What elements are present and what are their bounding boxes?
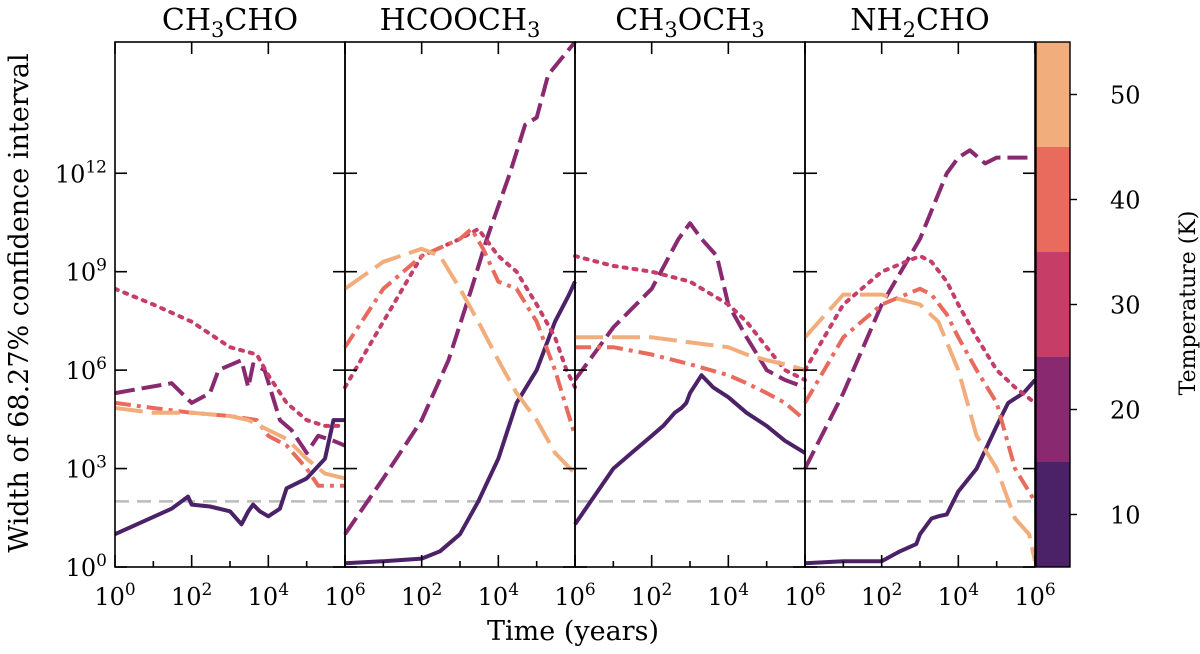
panel-1-ticks	[114, 42, 346, 568]
panel-4: 102 104 106 NH2CHO	[803, 3, 1056, 611]
series-30K-panel-1	[115, 286, 347, 428]
series-20K-panel-3	[573, 221, 806, 390]
x-tick-label: 106	[784, 580, 825, 611]
x-tick-label: 102	[861, 580, 902, 611]
colorbar-band-40K	[1036, 147, 1070, 252]
x-tick-label: 106	[1014, 580, 1055, 611]
colorbar-band-20K	[1036, 357, 1070, 462]
panel-3-ticks	[574, 42, 806, 568]
series-40K-panel-2	[343, 227, 577, 437]
x-tick-label: 104	[708, 580, 749, 611]
series-20K-panel-1	[115, 358, 346, 455]
panel-4-series	[803, 148, 1035, 566]
panel-1-frame	[114, 41, 346, 568]
colorbar-label: Temperature (K)	[1176, 211, 1200, 396]
x-tick-label: 102	[171, 580, 212, 611]
panel-3-series	[573, 221, 807, 526]
y-tick-label: 103	[66, 453, 107, 484]
panel-1-series	[115, 286, 347, 537]
x-tick-label: 102	[631, 580, 672, 611]
panel-3: 102 104 106 CH3OCH3	[573, 3, 826, 611]
series-30K-panel-4	[803, 254, 1035, 405]
colorbar-tick-label: 20	[1110, 397, 1141, 425]
axis-labels: Width of 68.27% confidence interval Time…	[4, 53, 659, 647]
panel-3-title: CH3OCH3	[615, 3, 765, 42]
series-40K-panel-1	[115, 400, 345, 488]
x-axis-label: Time (years)	[487, 616, 659, 647]
panel-1-title: CH3CHO	[162, 3, 298, 42]
x-tick-label: 106	[554, 580, 595, 611]
series-50K-panel-1	[115, 406, 346, 481]
y-tick-labels: 100 103 106 109 1012	[55, 157, 107, 582]
series-10K-panel-1	[115, 418, 345, 537]
series-50K-panel-2	[343, 246, 577, 475]
series-10K-panel-3	[573, 373, 807, 526]
colorbar-band-10K	[1036, 462, 1070, 567]
panel-2-ticks	[344, 42, 576, 568]
x-tick-label: 102	[401, 580, 442, 611]
y-tick-label: 109	[66, 256, 107, 287]
series-10K-panel-2	[344, 280, 577, 566]
colorbar-tick-label: 50	[1110, 82, 1141, 110]
y-tick-label: 1012	[55, 157, 107, 188]
x-tick-label: 100	[94, 580, 135, 611]
x-tick-label: 104	[938, 580, 979, 611]
panel-3-frame	[574, 41, 806, 568]
series-40K-panel-3	[575, 345, 807, 422]
series-50K-panel-3	[575, 335, 806, 373]
panel-4-title: NH2CHO	[850, 3, 990, 42]
y-tick-label: 106	[66, 354, 107, 385]
colorbar-tick-label: 40	[1110, 187, 1141, 215]
panel-2-frame	[344, 41, 576, 568]
panel-2: 102 104 106 HCOOCH3	[343, 3, 596, 611]
series-30K-panel-2	[343, 227, 577, 390]
series-20K-panel-2	[343, 42, 577, 536]
panel-1: 100 102 104 106 CH3CHO	[94, 3, 365, 611]
panels: 100 102 104 106 CH3CHO 102 104 106 HCOOCH3 102 104…	[55, 3, 1056, 611]
colorbar-tick-label: 10	[1110, 502, 1141, 530]
x-tick-label: 104	[478, 580, 519, 611]
x-tick-label: 104	[248, 580, 289, 611]
series-10K-panel-4	[804, 378, 1035, 566]
series-50K-panel-4	[803, 292, 1035, 562]
panel-2-series	[343, 42, 577, 566]
colorbar-band-50K	[1036, 42, 1070, 147]
series-20K-panel-4	[803, 148, 1035, 470]
series-40K-panel-4	[803, 286, 1035, 503]
x-tick-label: 106	[324, 580, 365, 611]
colorbar-band-30K	[1036, 252, 1070, 357]
panel-2-title: HCOOCH3	[380, 3, 541, 42]
colorbar: Temperature (K) 10 20 30 40 50	[1035, 41, 1200, 568]
colorbar-tick-label: 30	[1110, 292, 1141, 320]
panel-4-ticks	[804, 42, 1036, 568]
y-axis-label: Width of 68.27% confidence interval	[4, 53, 35, 552]
y-tick-label: 100	[66, 551, 107, 582]
